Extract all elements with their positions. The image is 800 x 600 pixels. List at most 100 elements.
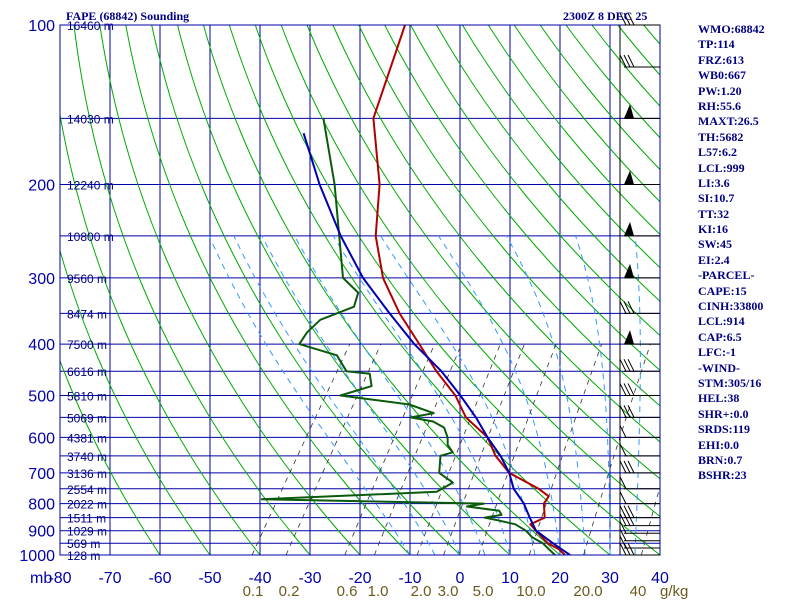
dry-adiabat (384, 25, 660, 372)
moist-adiabat (261, 235, 461, 555)
index-wmo: WMO:68842 (698, 22, 765, 36)
dry-adiabat (306, 25, 660, 480)
index-tp: TP:114 (698, 37, 735, 52)
mixing-ratio-label: 0.2 (279, 583, 300, 600)
wind-heading: -WIND- (698, 360, 740, 375)
mixing-ratio-line (478, 343, 557, 555)
index-cape: CAPE:15 (698, 283, 747, 298)
plot-area (60, 25, 660, 555)
dry-adiabat (358, 25, 660, 407)
temperature-tick-label: -50 (198, 570, 221, 587)
index-cap: CAP:6.5 (698, 329, 742, 344)
dry-adiabat (565, 25, 660, 139)
temperature-tick-label: -70 (98, 570, 121, 587)
temperature-tick-label: 10 (501, 570, 519, 587)
dry-adiabat (487, 25, 660, 236)
wind-barb-feather (619, 54, 627, 68)
height-label: 569 m (67, 537, 100, 551)
mixing-ratio-line (285, 343, 382, 555)
mixing-ratio-label: 5.0 (473, 583, 494, 600)
wind-barb-feather (627, 358, 635, 372)
mixing-ratio-line (374, 343, 462, 555)
pressure-tick-label: 500 (28, 388, 55, 405)
wind-barb-feather (619, 460, 627, 474)
station-title: FAPE (68842) Sounding (66, 9, 190, 23)
index-si: SI:10.7 (698, 191, 735, 206)
dry-adiabat (151, 25, 461, 555)
dry-adiabat (177, 25, 511, 555)
index-frz: FRZ:613 (698, 52, 744, 67)
height-label: 14030 m (67, 112, 114, 126)
pressure-tick-label: 200 (28, 178, 55, 195)
pressure-tick-label: 600 (28, 430, 55, 447)
pressure-tick-label: 800 (28, 497, 55, 514)
dry-adiabat (60, 248, 211, 555)
wind-barb-flag (624, 221, 634, 236)
wind-barb-feather (627, 12, 635, 26)
wind-barb-feather (619, 521, 627, 534)
height-label: 3136 m (67, 467, 107, 481)
dry-adiabat (332, 25, 660, 443)
parcel-heading: -PARCEL- (698, 268, 755, 283)
temperature-tick-label: 30 (601, 570, 619, 587)
wind-barb-feather (619, 12, 627, 26)
index-wb0: WB0:667 (698, 68, 746, 83)
wind-barb-flag (624, 170, 634, 185)
wind-barb-feather (619, 301, 627, 314)
mixing-ratio-label: 0.1 (243, 583, 264, 600)
height-label: 4381 m (67, 431, 107, 445)
wind-barb-feather (619, 358, 627, 372)
index-hel: HEL:38 (698, 391, 740, 406)
moist-adiabat (208, 235, 411, 555)
height-label: 16460 m (67, 19, 114, 33)
mixing-ratio-label: 40 (630, 583, 647, 600)
mixing-ratio-line (344, 343, 435, 555)
wind-barb-feather (619, 383, 627, 396)
wind-barb-feather (627, 505, 635, 518)
wind-barb-feather (627, 542, 635, 556)
mixing-ratio-line (528, 343, 603, 555)
dry-adiabat (125, 25, 411, 555)
index-parcel-lcl: LCL:914 (698, 314, 745, 329)
index-bshr: BSHR:23 (698, 468, 747, 483)
index-cinh: CINH:33800 (698, 299, 764, 314)
index-shr: SHR+:0.0 (698, 406, 749, 421)
indices-panel: WMO:68842 TP:114 FRZ:613 WB0:667 PW:1.20… (698, 22, 798, 484)
moist-adiabat (233, 235, 436, 555)
dry-adiabat (539, 25, 660, 171)
mixing-ratio-label: 10.0 (516, 583, 545, 600)
valid-time: 2300Z 8 DEC 25 (563, 9, 648, 23)
pressure-unit-label: mb (30, 570, 52, 587)
dry-adiabat (461, 25, 660, 269)
wind-barb-feather (627, 383, 635, 396)
mixing-ratio-line (251, 343, 351, 555)
mixing-ratio-label: 1.0 (368, 583, 389, 600)
height-label: 5810 m (67, 389, 107, 403)
index-th: TH:5682 (698, 129, 744, 144)
temperature-tick-label: -60 (148, 570, 171, 587)
wind-barb-feather (619, 476, 627, 490)
index-pw: PW:1.20 (698, 83, 742, 98)
dewpoint-profile (260, 118, 556, 555)
wind-barb-feather (623, 301, 631, 314)
moist-adiabat (332, 235, 511, 555)
height-label: 1511 m (67, 512, 106, 526)
temperature-tick-label: -30 (298, 570, 321, 587)
dry-adiabat (436, 25, 660, 302)
mixing-ratio-line (641, 485, 660, 555)
wind-barb-feather (627, 460, 635, 474)
dry-adiabat (228, 25, 611, 555)
dry-adiabat (280, 25, 660, 518)
temperature-tick-label: -80 (48, 570, 71, 587)
mixing-ratio-line (443, 343, 525, 555)
wind-barb-feather (623, 505, 631, 518)
temperature-tick-label: -10 (398, 570, 421, 587)
dry-adiabat (60, 359, 161, 555)
index-l57: L57:6.2 (698, 145, 737, 160)
wind-barb-feather (623, 54, 631, 68)
index-lcl: LCL:999 (698, 160, 745, 175)
temperature-tick-label: -20 (348, 570, 371, 587)
dry-adiabat (73, 25, 311, 555)
dry-adiabat (513, 25, 660, 203)
